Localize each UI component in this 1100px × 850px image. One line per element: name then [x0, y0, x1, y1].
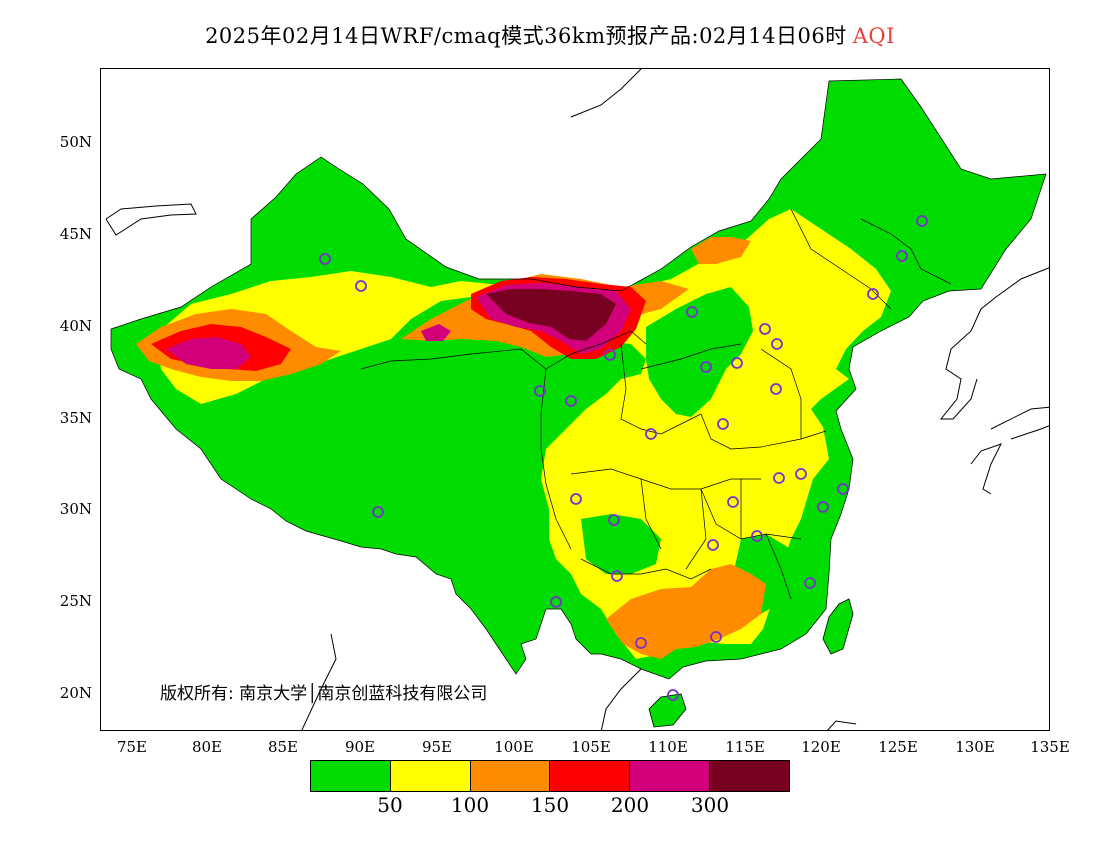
station-marker [916, 215, 928, 227]
station-marker [867, 288, 879, 300]
legend-label: 150 [530, 793, 570, 817]
station-marker [570, 493, 582, 505]
station-marker [645, 428, 657, 440]
station-marker [608, 514, 620, 526]
aqi-region-very-unhealthy-spot [421, 324, 451, 341]
lon-tick-label: 85E [267, 738, 299, 756]
station-marker [319, 253, 331, 265]
station-marker [837, 483, 849, 495]
copyright-text: 版权所有: 南京大学│南京创蓝科技有限公司 [160, 684, 488, 704]
station-marker [686, 306, 698, 318]
station-marker [710, 631, 722, 643]
title-variable: AQI [852, 24, 895, 48]
map-frame [100, 68, 1050, 731]
lon-tick-label: 130E [955, 738, 995, 756]
aqi-region-sensitive-sw [661, 591, 701, 629]
lon-tick-label: 105E [571, 738, 611, 756]
aqi-region-good-south [581, 514, 661, 574]
station-marker [667, 689, 679, 701]
lon-tick-label: 90E [344, 738, 376, 756]
lat-tick-label: 40N [59, 317, 92, 335]
legend-label: 100 [450, 793, 490, 817]
lon-tick-label: 125E [878, 738, 918, 756]
lon-tick-label: 80E [191, 738, 223, 756]
lon-tick-label: 110E [648, 738, 688, 756]
legend-swatch [311, 761, 390, 791]
station-marker [751, 530, 763, 542]
station-marker [707, 539, 719, 551]
legend-label: 200 [610, 793, 650, 817]
station-marker [804, 577, 816, 589]
lon-tick-label: 135E [1030, 738, 1070, 756]
legend-swatch [709, 761, 789, 791]
monitoring-stations [319, 215, 928, 701]
station-marker [731, 357, 743, 369]
station-marker [759, 323, 771, 335]
station-marker [700, 361, 712, 373]
station-marker [727, 496, 739, 508]
station-marker [565, 395, 577, 407]
legend-label: 300 [690, 793, 730, 817]
legend-swatch [629, 761, 710, 791]
lon-tick-label: 95E [421, 738, 453, 756]
lon-tick-label: 75E [116, 738, 148, 756]
station-marker [771, 338, 783, 350]
taiwan-island [822, 598, 854, 655]
lat-tick-label: 45N [59, 225, 92, 243]
station-marker [896, 250, 908, 262]
neighbour-coastlines [105, 69, 1049, 730]
station-marker [372, 506, 384, 518]
station-marker [773, 472, 785, 484]
station-marker [770, 383, 782, 395]
station-marker [550, 596, 562, 608]
station-marker [795, 468, 807, 480]
aqi-region-sensitive-ne [691, 237, 751, 264]
legend-swatch [469, 761, 550, 791]
station-marker [611, 570, 623, 582]
aqi-legend [310, 760, 790, 792]
provincial-boundaries [110, 78, 1047, 680]
station-marker [717, 418, 729, 430]
lon-tick-label: 115E [725, 738, 765, 756]
lat-tick-label: 20N [59, 684, 92, 702]
legend-label: 50 [377, 793, 403, 817]
aqi-region-very-unhealthy-west [166, 337, 251, 369]
lon-tick-label: 120E [801, 738, 841, 756]
aqi-region-hazardous [486, 289, 616, 341]
lon-tick-label: 100E [494, 738, 534, 756]
legend-swatch [549, 761, 630, 791]
station-marker [355, 280, 367, 292]
station-marker [635, 637, 647, 649]
map-title: 2025年02月14日WRF/cmaq模式36km预报产品:02月14日06时 A… [0, 20, 1100, 50]
lat-tick-label: 30N [59, 500, 92, 518]
lat-tick-label: 50N [59, 133, 92, 151]
title-main: 2025年02月14日WRF/cmaq模式36km预报产品:02月14日06时 [205, 24, 847, 48]
aqi-region-good-tibet [316, 341, 546, 464]
station-marker [534, 385, 546, 397]
station-marker [817, 501, 829, 513]
hainan-island [648, 693, 687, 728]
legend-swatch [389, 761, 470, 791]
aqi-map [105, 69, 1049, 730]
lat-tick-label: 25N [59, 592, 92, 610]
aqi-region-good-north [646, 287, 753, 417]
station-marker [604, 349, 616, 361]
lat-tick-label: 35N [59, 409, 92, 427]
